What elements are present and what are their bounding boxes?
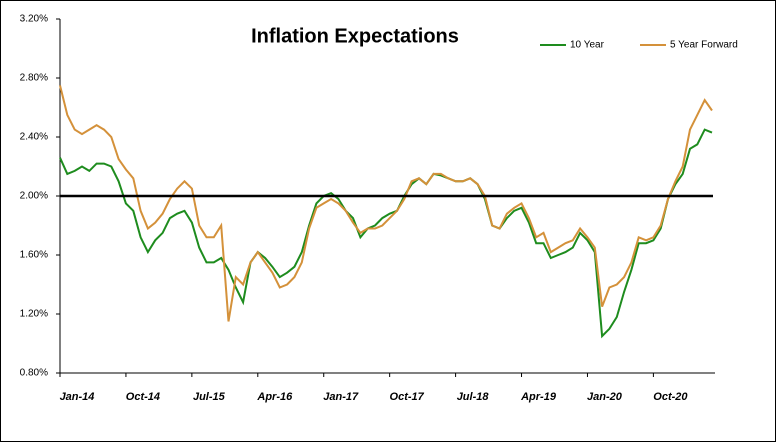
y-tick-label: 2.40% xyxy=(20,132,48,143)
y-tick-label: 2.80% xyxy=(20,73,48,84)
x-tick-label: Jan-20 xyxy=(587,391,623,403)
series-line xyxy=(59,85,713,322)
y-tick-label: 3.20% xyxy=(20,14,48,25)
legend-label: 10 Year xyxy=(570,40,605,51)
chart-title: Inflation Expectations xyxy=(251,25,459,47)
legend-label: 5 Year Forward xyxy=(670,40,738,51)
series-line xyxy=(59,128,713,339)
x-tick-label: Oct-17 xyxy=(390,391,425,403)
y-tick-label: 1.60% xyxy=(20,250,48,261)
y-tick-label: 2.00% xyxy=(20,191,48,202)
y-tick-label: 0.80% xyxy=(20,368,48,379)
x-tick-label: Jan-14 xyxy=(60,391,95,403)
x-tick-label: Oct-20 xyxy=(653,391,688,403)
x-tick-label: Jul-15 xyxy=(193,391,226,403)
y-tick-label: 1.20% xyxy=(20,309,48,320)
x-tick-label: Oct-14 xyxy=(126,391,160,403)
x-tick-label: Jul-18 xyxy=(457,391,490,403)
x-tick-label: Apr-19 xyxy=(520,391,557,403)
x-tick-label: Apr-16 xyxy=(256,391,293,403)
x-tick-label: Jan-17 xyxy=(323,391,359,403)
